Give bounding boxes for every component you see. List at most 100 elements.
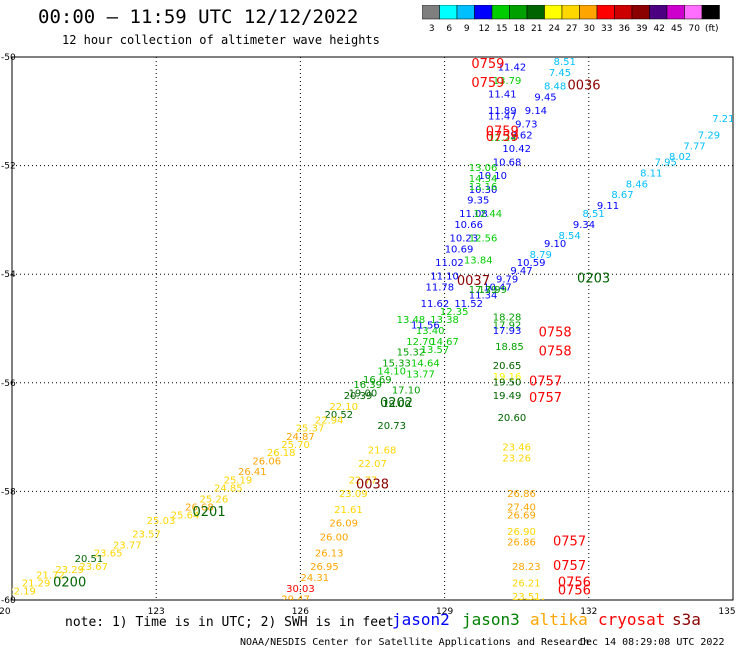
wave-height-value: 12.44 xyxy=(474,209,503,220)
wave-height-value: 10.68 xyxy=(493,158,522,169)
pass-time-label: 0757 xyxy=(553,535,586,550)
wave-height-value: 24.85 xyxy=(214,483,243,494)
wave-height-value: 25.26 xyxy=(200,494,229,505)
wave-height-value: 11.78 xyxy=(425,282,454,293)
wave-height-value: 22.07 xyxy=(358,459,387,470)
wave-height-value: 21.29 xyxy=(22,578,51,589)
colorbar-label: 15 xyxy=(496,24,507,34)
wave-height-value: 11.34 xyxy=(469,291,498,302)
wave-height-value: 16.39 xyxy=(353,380,382,391)
wave-height-value: 23.67 xyxy=(79,562,108,573)
pass-time-label: 0756 xyxy=(558,575,591,590)
wave-height-value: 26.90 xyxy=(507,527,536,538)
wave-height-value: 17.99 xyxy=(478,285,507,296)
wave-height-value: 8.11 xyxy=(640,168,662,179)
wave-height-value: 11.10 xyxy=(430,272,459,283)
data-layer: 7.217.297.778.027.958.118.468.679.118.51… xyxy=(7,44,733,600)
colorbar-label: 70 xyxy=(689,24,701,34)
wave-height-value: 23.77 xyxy=(113,540,142,551)
wave-height-value: 12.56 xyxy=(469,234,498,245)
page-subtitle: 12 hour collection of altimeter wave hei… xyxy=(62,33,380,47)
wave-height-value: 21.72 xyxy=(36,570,65,581)
wave-height-value: 9.14 xyxy=(525,106,547,117)
colorbar-label: 39 xyxy=(636,24,648,34)
colorbar-label: 6 xyxy=(446,24,452,34)
pass-time-label: 0759 xyxy=(486,125,519,140)
pass-time-label: 0201 xyxy=(193,505,226,520)
wave-height-value: 18.85 xyxy=(495,342,524,353)
wave-height-value: 12.24 xyxy=(488,133,517,144)
wave-height-value: 10.47 xyxy=(483,282,512,293)
wave-height-value: 17.39 xyxy=(469,285,498,296)
colorbar-label: 45 xyxy=(671,24,682,34)
wave-height-value: 11.41 xyxy=(488,90,517,101)
lon-tick-label: 135 xyxy=(718,607,735,617)
lon-tick-label: 126 xyxy=(292,607,309,617)
wave-height-value: 9.62 xyxy=(510,130,532,141)
pass-time-label: 0035 xyxy=(587,44,620,59)
colorbar-label: 9 xyxy=(464,24,470,34)
wave-height-value: 26.41 xyxy=(238,467,267,478)
lat-tick-label: -60 xyxy=(1,596,16,606)
wave-height-value: 13.57 xyxy=(421,345,450,356)
wave-height-value: 23.29 xyxy=(55,565,84,576)
colorbar-label: 21 xyxy=(531,24,542,34)
wave-height-value: 9.35 xyxy=(467,196,489,207)
wave-height-value: 8.46 xyxy=(626,179,648,190)
wave-height-value: 13.38 xyxy=(430,315,459,326)
wave-height-value: 20.65 xyxy=(493,361,522,372)
colorbar-label: 12 xyxy=(479,24,490,34)
wave-height-value: 11.08 xyxy=(459,209,488,220)
wave-height-value: 8.51 xyxy=(554,57,576,68)
wave-height-value: 11.47 xyxy=(488,111,517,122)
wave-height-value: 20.60 xyxy=(498,413,527,424)
wave-height-value: 20.73 xyxy=(377,421,406,432)
pass-time-label: 0202 xyxy=(380,396,413,411)
pass-time-label: 0757 xyxy=(529,375,562,390)
wave-height-value: 13.48 xyxy=(397,315,426,326)
colorbar-label: 42 xyxy=(654,24,665,34)
colorbar-label: 18 xyxy=(514,24,526,34)
wave-height-value: 23.46 xyxy=(502,443,531,454)
pass-time-label: 0038 xyxy=(356,478,389,493)
wave-height-value: 19.16 xyxy=(493,372,522,383)
wave-height-value: 15.33 xyxy=(382,359,411,370)
wave-height-value: 15.32 xyxy=(397,348,426,359)
wave-height-value: 7.29 xyxy=(698,130,720,141)
wave-height-value: 19.00 xyxy=(382,399,411,410)
colorbar-label: 33 xyxy=(601,24,612,34)
wave-height-value: 19.00 xyxy=(349,388,378,399)
lat-tick-label: -50 xyxy=(1,53,16,63)
pass-time-label: 0036 xyxy=(567,79,600,94)
wave-height-value: 23.09 xyxy=(339,489,368,500)
wave-height-value: 17.10 xyxy=(392,386,421,397)
wave-height-value: 25.64 xyxy=(171,511,200,522)
wave-height-value: 14.10 xyxy=(377,367,406,378)
wave-height-value: 27.40 xyxy=(507,502,536,513)
wave-height-value: 19.49 xyxy=(493,391,522,402)
page-title: 00:00 – 11:59 UTC 12/12/2022 xyxy=(38,6,359,28)
wave-height-value: 25.70 xyxy=(281,440,310,451)
wave-height-value: 17.92 xyxy=(493,321,522,332)
wave-height-value: 9.73 xyxy=(515,120,537,131)
wave-height-value: 7.45 xyxy=(549,68,571,79)
wave-height-value: 19.50 xyxy=(493,378,522,389)
colorbar-label: (ft) xyxy=(705,24,719,34)
map-frame xyxy=(11,56,734,601)
wave-height-value: 25.03 xyxy=(147,516,176,527)
wave-height-value: 13.40 xyxy=(416,326,445,337)
wave-height-value: 28.23 xyxy=(512,562,541,573)
wave-height-value: 13.84 xyxy=(464,255,493,266)
wave-height-value: 8.02 xyxy=(669,152,691,163)
wave-height-value: 22.19 xyxy=(7,587,36,598)
wave-height-value: 22.94 xyxy=(315,416,344,427)
wave-height-value: 26.06 xyxy=(252,456,281,467)
wave-height-value: 10.23 xyxy=(450,234,479,245)
pass-time-label: 0757 xyxy=(553,559,586,574)
lon-tick-label: 123 xyxy=(148,607,165,617)
pass-time-label: 0759 xyxy=(486,130,519,145)
color-scale-legend: 3 6 9 12 15 18 21 24 27 30 33 36 39 42 45 70 (ft) xyxy=(422,5,720,34)
wave-height-value: 12.35 xyxy=(440,307,469,318)
lon-tick-label: 120 xyxy=(0,607,11,617)
wave-height-value: 9.10 xyxy=(544,239,566,250)
